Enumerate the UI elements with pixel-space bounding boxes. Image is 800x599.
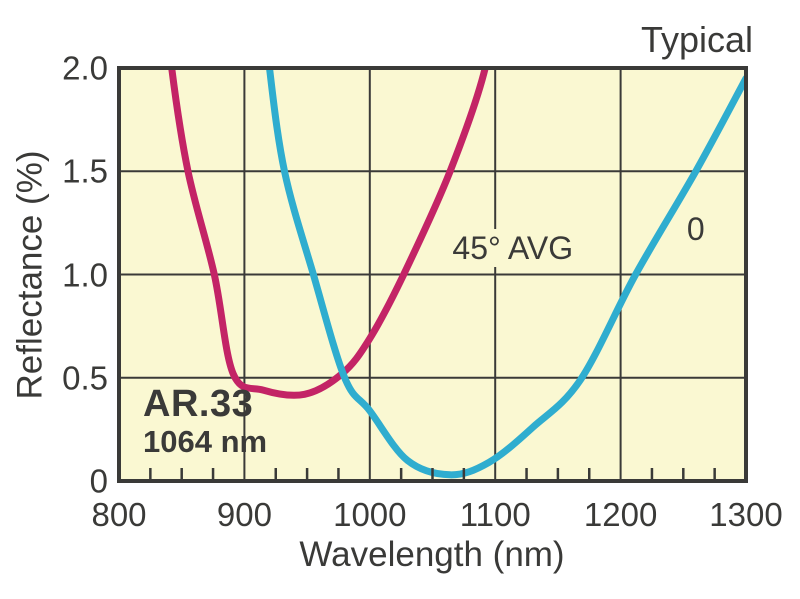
x-tick-label: 1100 xyxy=(459,496,531,533)
x-tick-label: 1000 xyxy=(333,496,407,533)
design-wavelength-label: 1064 nm xyxy=(143,424,268,459)
y-tick-label: 1.5 xyxy=(62,152,108,190)
y-tick-label: 1.0 xyxy=(62,256,108,293)
x-tick-label: 1200 xyxy=(583,496,658,533)
x-tick-label: 1300 xyxy=(709,496,783,533)
x-tick-label: 800 xyxy=(91,496,147,533)
coating-annotation: AR.33 1064 nm xyxy=(143,385,267,462)
x-axis-title: Wavelength (nm) xyxy=(299,535,565,574)
series-label-45deg-avg: 45° AVG xyxy=(444,228,582,267)
x-tick-label: 900 xyxy=(216,496,272,533)
y-tick-label: 0 xyxy=(89,462,108,500)
plot-border xyxy=(117,66,748,483)
chart-note-typical: Typical xyxy=(640,19,753,60)
y-tick-label: 2.0 xyxy=(62,49,108,87)
y-tick-label: 0.5 xyxy=(62,359,108,397)
curve-45deg-avg xyxy=(168,68,489,399)
coating-name-label: AR.33 xyxy=(143,383,254,425)
series-label-0deg: 0 xyxy=(686,211,705,248)
